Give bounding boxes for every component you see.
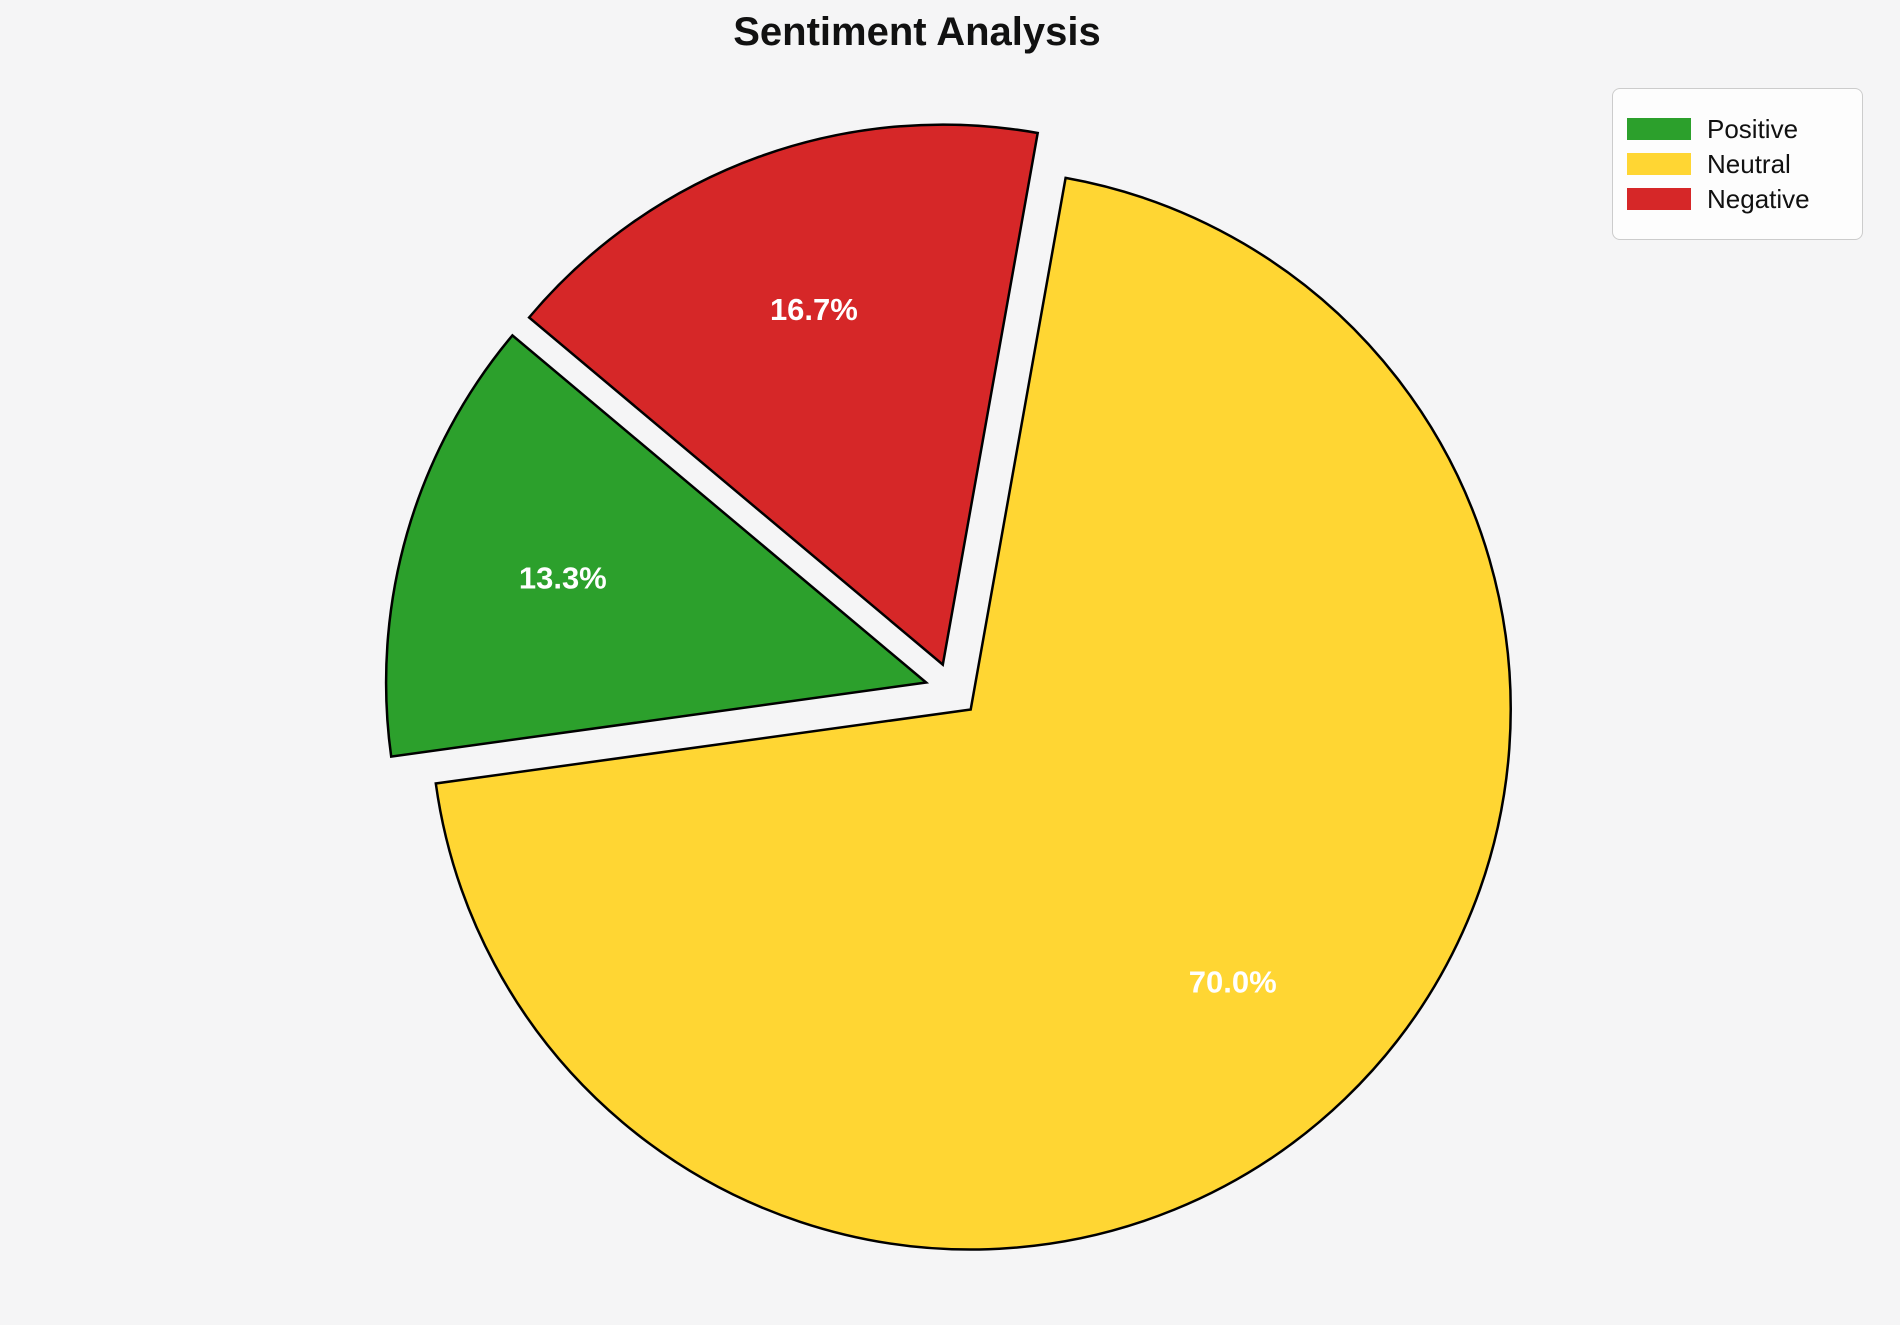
legend-label: Positive [1707,114,1799,144]
legend-swatch-neutral [1627,153,1691,175]
legend-label: Neutral [1707,149,1791,179]
legend-item-positive: Positive [1627,116,1848,142]
pie-slice-pct-negative: 16.7% [770,292,858,327]
legend-item-negative: Negative [1627,186,1848,212]
legend-label: Negative [1707,184,1810,214]
chart-title: Sentiment Analysis [733,10,1101,54]
legend: Positive Neutral Negative [1612,88,1863,240]
pie-slice-pct-neutral: 70.0% [1189,964,1277,999]
pie-slice-negative [527,123,1040,667]
pie-slice-neutral [434,176,1512,1251]
legend-swatch-positive [1627,118,1691,140]
pie-slice-pct-positive: 13.3% [519,561,607,596]
legend-swatch-negative [1627,188,1691,210]
pie-slice-positive [384,333,930,759]
legend-item-neutral: Neutral [1627,151,1848,177]
